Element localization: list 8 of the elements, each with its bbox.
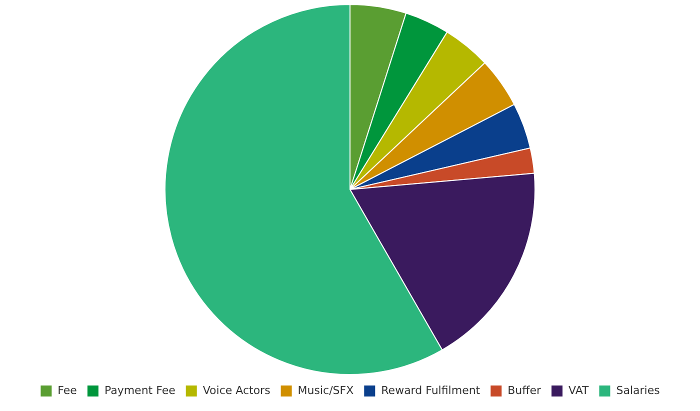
legend-label: Voice Actors [202, 384, 271, 397]
legend-label: Fee [58, 384, 78, 397]
legend-label: Buffer [508, 384, 542, 397]
legend-label: Reward Fulfilment [381, 384, 481, 397]
legend-label: Payment Fee [104, 384, 176, 397]
legend-label: Music/SFX [298, 384, 354, 397]
legend-label: Salaries [616, 384, 660, 397]
legend-label: VAT [568, 384, 589, 397]
